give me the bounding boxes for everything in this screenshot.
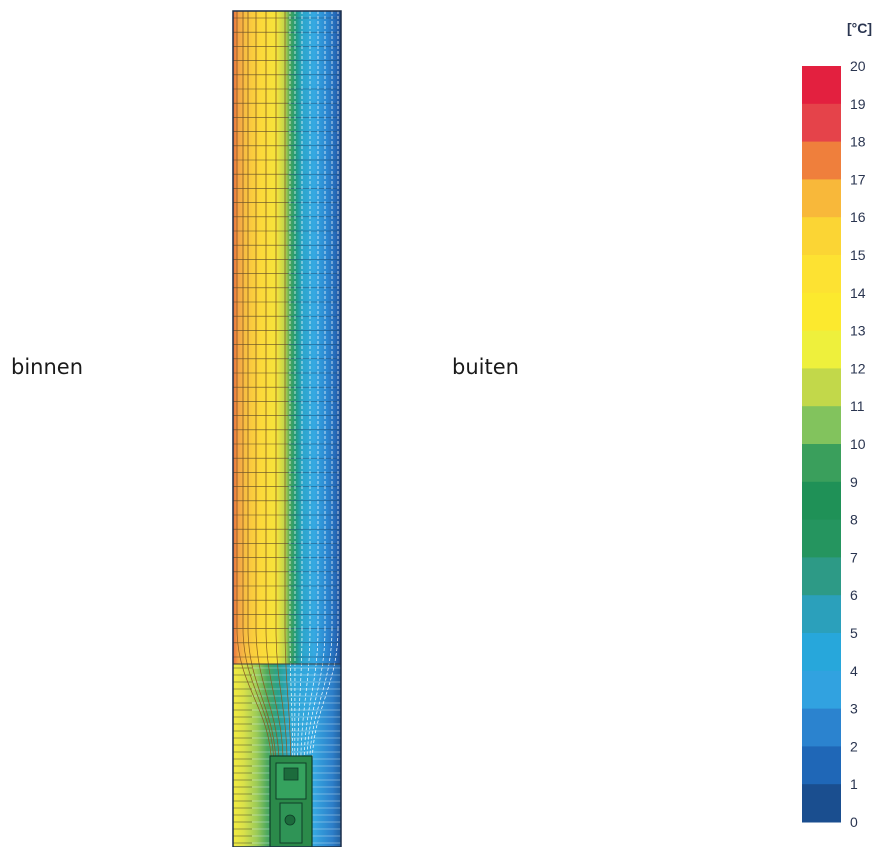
legend-tick-label: 18 <box>850 134 866 150</box>
section-outline <box>232 10 342 847</box>
legend-swatch <box>802 444 841 483</box>
legend-unit: [°C] <box>847 20 873 36</box>
legend-tick-label: 17 <box>850 171 866 187</box>
legend-tick-label: 14 <box>850 285 866 301</box>
inside-label: binnen <box>11 355 84 379</box>
temperature-legend: [°C] 20 19 18 17 16 15 14 13 12 11 10 9 8 7 6 5 4 3 2 1 0 <box>795 20 886 847</box>
legend-swatch <box>802 519 841 558</box>
legend-swatch <box>802 368 841 407</box>
mesh-grid <box>233 17 341 844</box>
legend-swatch <box>802 481 841 521</box>
legend-swatch <box>802 217 841 256</box>
legend-tick-label: 6 <box>850 587 858 603</box>
legend-tick-label: 4 <box>850 663 858 679</box>
legend-tick-label: 7 <box>850 549 858 565</box>
legend-swatch <box>802 330 841 369</box>
legend-swatch <box>802 708 841 747</box>
legend-tick-label: 9 <box>850 474 858 490</box>
legend-swatch <box>802 670 841 710</box>
legend-tick-label: 5 <box>850 625 858 641</box>
legend-swatch <box>802 406 841 445</box>
legend-swatch <box>802 103 841 143</box>
legend-swatch <box>802 255 841 294</box>
legend-swatch <box>802 179 841 218</box>
legend-swatch <box>802 595 841 634</box>
legend-swatch <box>802 633 841 672</box>
legend-tick-label: 1 <box>850 776 858 792</box>
legend-tick-label: 0 <box>850 814 858 830</box>
legend-swatch <box>802 557 841 596</box>
legend-tick-label: 2 <box>850 738 858 754</box>
legend-tick-label: 11 <box>850 398 865 414</box>
legend-tick-label: 15 <box>850 247 866 263</box>
legend-swatch <box>802 66 841 105</box>
legend-tick-label: 20 <box>850 58 866 74</box>
legend-tick-label: 10 <box>850 436 866 452</box>
legend-tick-label: 3 <box>850 701 858 717</box>
legend-swatch <box>802 292 841 332</box>
legend-swatch <box>802 746 841 785</box>
legend-tick-label: 16 <box>850 209 866 225</box>
outside-label: buiten <box>452 355 519 379</box>
legend-tick-label: 8 <box>850 512 858 528</box>
legend-swatch <box>802 784 841 823</box>
wall-cross-section-thermal-plot <box>232 10 342 847</box>
legend-swatch <box>802 141 841 180</box>
legend-tick-label: 13 <box>850 323 866 339</box>
legend-tick-label: 12 <box>850 360 866 376</box>
frame-profile <box>269 755 313 847</box>
legend-tick-label: 19 <box>850 96 866 112</box>
